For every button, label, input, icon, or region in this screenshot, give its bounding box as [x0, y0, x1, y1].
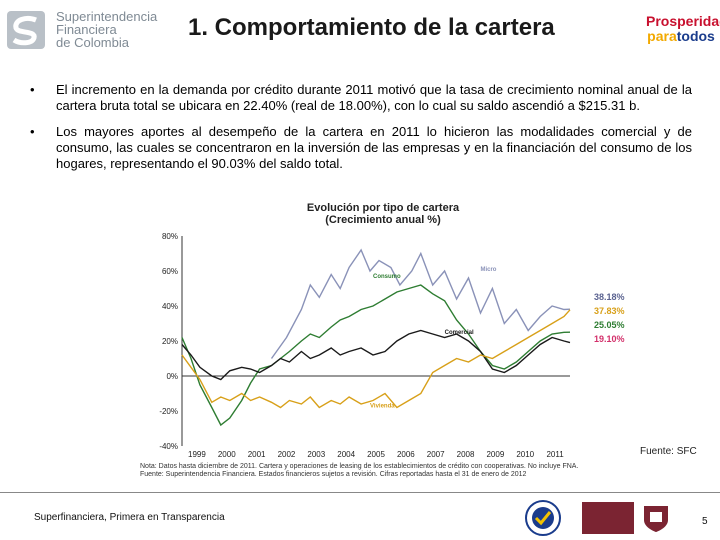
chart-subtitle: (Crecimiento anual %) — [325, 214, 441, 226]
certification-crest-icon — [644, 506, 668, 532]
bullet-text: El incremento en la demanda por crédito … — [56, 82, 692, 113]
series-line-comercial — [181, 329, 571, 381]
x-tick-label: 2003 — [307, 450, 325, 459]
series-label-vivienda: Vivienda — [370, 404, 395, 410]
chart-note-line-1: Nota: Datos hasta diciembre de 2011. Car… — [140, 463, 579, 470]
series-line-micro — [270, 248, 571, 359]
chart-source: Fuente: SFC — [640, 446, 697, 457]
x-tick-label: 2011 — [546, 450, 564, 459]
end-value-label-vivienda: 37.83% — [594, 306, 625, 316]
page-number: 5 — [702, 516, 708, 527]
y-tick-label: 80% — [162, 232, 178, 241]
x-tick-label: 2005 — [367, 450, 385, 459]
chart-note: Nota: Datos hasta diciembre de 2011. Car… — [140, 463, 610, 479]
prosperidad-logo: Prosperidad paratodos — [646, 13, 720, 44]
sfc-logo-mark — [7, 11, 45, 49]
footer-text: Superfinanciera, Primera en Transparenci… — [34, 512, 225, 523]
chart-title-block: Evolución por tipo de cartera (Crecimien… — [290, 202, 476, 226]
slogan-word-para: para — [647, 28, 677, 44]
series-line-consumo — [181, 284, 571, 427]
iso-certification-badge — [582, 498, 674, 538]
sfc-logo: Superintendencia Financiera de Colombia — [6, 8, 166, 52]
x-tick-label: 2002 — [278, 450, 296, 459]
bullet-dot: • — [30, 124, 35, 139]
y-tick-label: 0% — [166, 372, 178, 381]
logo-line-3: de Colombia — [56, 35, 129, 50]
x-tick-label: 2001 — [248, 450, 266, 459]
slogan-line-2: paratodos — [646, 29, 716, 44]
loan-growth-chart: 80% 60% 40% 20% 0% -20% -40% 1999 2000 2001 2002 20… — [159, 232, 625, 459]
bullet-list: • El incremento en la demanda por crédit… — [30, 82, 692, 182]
slogan-line-1: Prosperidad — [646, 13, 720, 29]
logo-line-1: Superintendencia — [56, 9, 158, 24]
logo-line-2: Financiera — [56, 22, 117, 37]
x-tick-label: 2010 — [516, 450, 534, 459]
y-tick-label: 40% — [162, 302, 178, 311]
bullet-text: Los mayores aportes al desempeño de la c… — [56, 124, 692, 171]
x-tick-label: 2007 — [427, 450, 445, 459]
series-line-vivienda — [181, 309, 571, 409]
series-label-micro: Micro — [480, 267, 496, 273]
x-tick-label: 2006 — [397, 450, 415, 459]
bullet-item: • Los mayores aportes al desempeño de la… — [30, 124, 692, 172]
certification-seal-icon — [525, 500, 561, 536]
x-tick-label: 2004 — [337, 450, 355, 459]
chart-title: Evolución por tipo de cartera — [306, 202, 460, 214]
y-tick-label: 20% — [162, 337, 178, 346]
end-value-label-comercial: 19.10% — [594, 334, 625, 344]
y-tick-label: -40% — [159, 442, 178, 451]
x-tick-label: 1999 — [188, 450, 206, 459]
sfc-logo-text: Superintendencia Financiera de Colombia — [56, 10, 157, 49]
series-label-consumo: Consumo — [373, 274, 401, 280]
iso-certification-box — [582, 502, 634, 534]
chart-note-line-2: Fuente: Superintendencia Financiera. Est… — [140, 471, 527, 478]
end-value-label-consumo: 25.05% — [594, 320, 625, 330]
footer-divider — [0, 492, 720, 493]
series-label-comercial: Comercial — [445, 330, 474, 336]
page-title: 1. Comportamiento de la cartera — [188, 14, 555, 41]
x-tick-label: 2009 — [486, 450, 504, 459]
bullet-dot: • — [30, 82, 35, 97]
bullet-item: • El incremento en la demanda por crédit… — [30, 82, 692, 114]
x-tick-label: 2008 — [457, 450, 475, 459]
y-tick-label: -20% — [159, 407, 178, 416]
slogan-word-todos: todos — [676, 28, 715, 44]
end-value-label-micro: 38.18% — [594, 292, 625, 302]
x-tick-label: 2000 — [218, 450, 236, 459]
y-tick-label: 60% — [162, 267, 178, 276]
